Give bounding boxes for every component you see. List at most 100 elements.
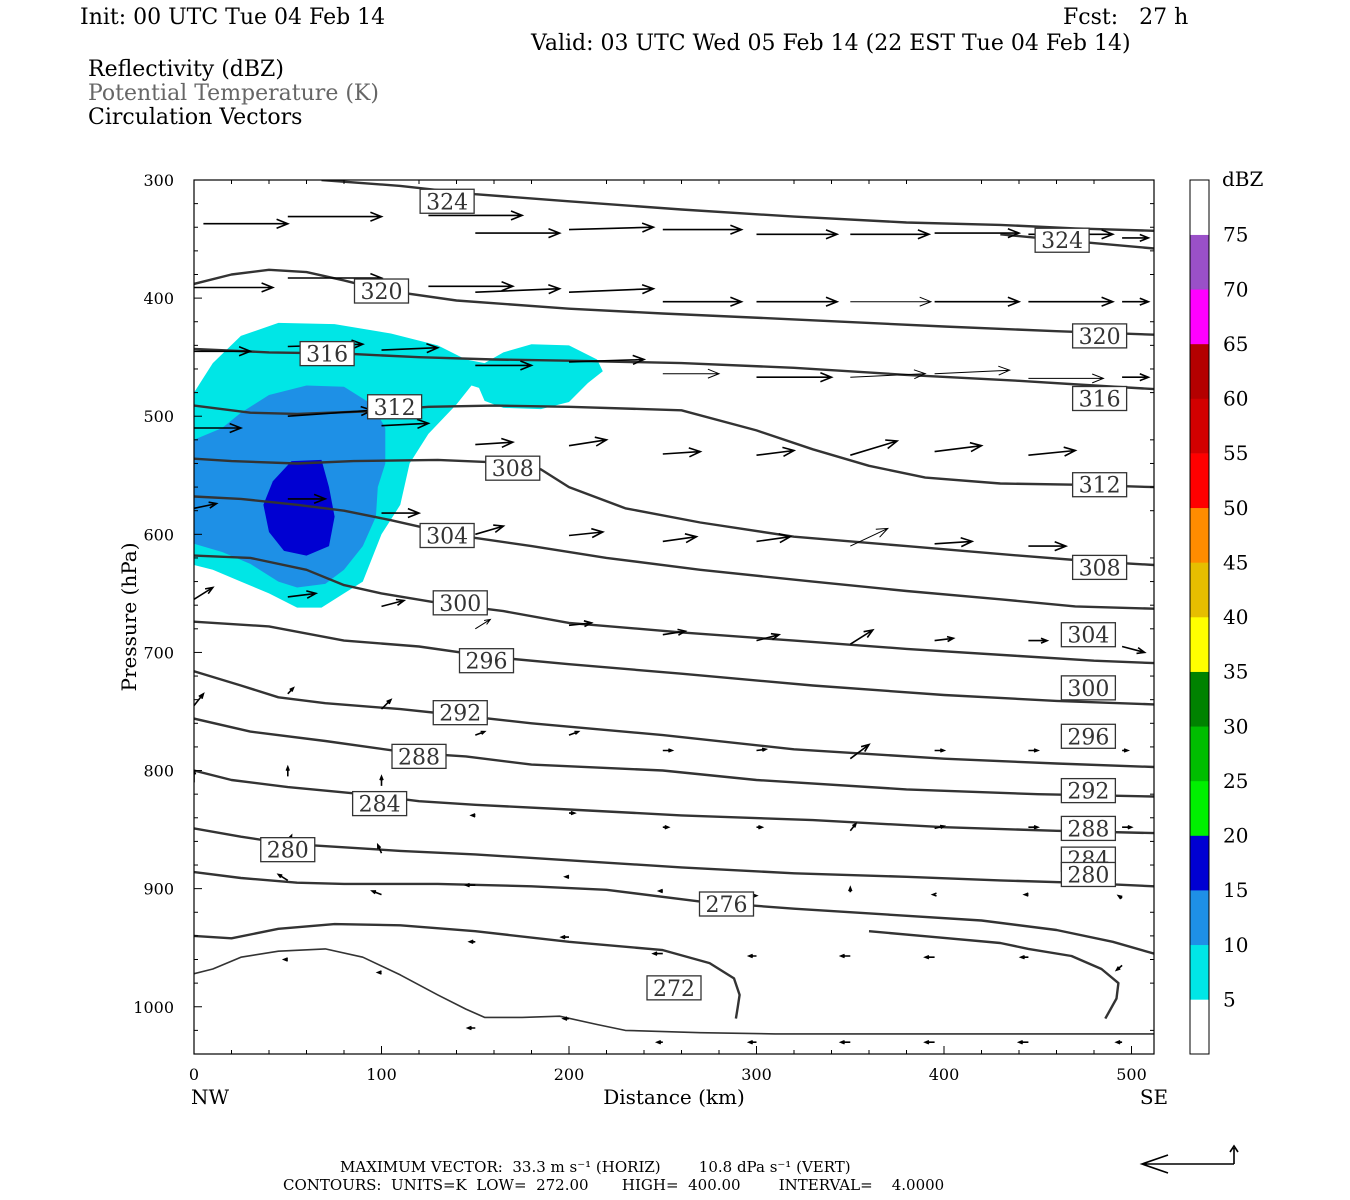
circulation-vector [651, 951, 663, 956]
forecast-hour: Fcst: 27 h [1063, 5, 1189, 30]
circulation-vector [469, 813, 476, 818]
circulation-vector [934, 824, 947, 830]
circulation-vector [849, 628, 875, 645]
y-tick-label: 900 [143, 880, 174, 899]
contour-label-box [646, 975, 702, 1001]
colorbar-tick-label: 45 [1223, 550, 1248, 574]
circulation-vector [563, 874, 570, 880]
circulation-vector [568, 354, 647, 366]
circulation-vector [194, 282, 275, 293]
contour-label-box [351, 790, 408, 817]
reflectivity-15dbz-area [263, 459, 335, 556]
circulation-vector [838, 953, 851, 959]
circulation-vector [1016, 1039, 1029, 1045]
colorbar-tick-label: 40 [1223, 605, 1248, 629]
circulation-vector [850, 229, 932, 240]
circulation-vector [1122, 297, 1151, 306]
colorbar-tick-label: 55 [1223, 441, 1248, 465]
colorbar-segment-30 [1190, 671, 1209, 727]
theta-contour-300 [194, 554, 1154, 665]
circulation-vector [203, 218, 290, 229]
contour-label: 276 [706, 893, 748, 918]
circulation-vector [662, 824, 671, 830]
colorbar-segment-10 [1190, 890, 1209, 946]
colorbar-tick-label: 50 [1223, 496, 1248, 520]
contour-label: 312 [1079, 474, 1121, 499]
circulation-vector [662, 628, 688, 636]
circulation-vector [1022, 892, 1029, 897]
y-tick-label: 800 [143, 762, 174, 781]
x-end-label-right: SE [1140, 1085, 1168, 1109]
plot-frame [193, 179, 1155, 1055]
y-tick-label: 700 [143, 643, 174, 662]
colorbar-segment-45 [1190, 507, 1209, 563]
circulation-vector [568, 730, 581, 736]
colorbar-tick-label: 15 [1223, 878, 1248, 902]
contour-label: 284 [359, 793, 401, 818]
contour-label: 292 [439, 702, 481, 727]
x-tick-label: 200 [554, 1065, 585, 1084]
circulation-vector [194, 501, 219, 510]
circulation-vector [370, 890, 382, 896]
circulation-vector [287, 686, 295, 695]
circulation-vector [662, 296, 744, 307]
contour-label: 324 [1041, 229, 1083, 254]
circulation-vector [375, 970, 382, 975]
circulation-vector [194, 346, 253, 357]
circulation-vector [1122, 824, 1134, 830]
x-tick-label: 100 [366, 1065, 397, 1084]
contour-label: 288 [398, 745, 440, 770]
contour-label: 312 [374, 396, 416, 421]
contour-label-box [432, 700, 488, 726]
x-tick-label: 0 [189, 1065, 199, 1084]
colorbar-tick-label: 75 [1223, 223, 1248, 247]
circulation-vector [934, 227, 1022, 239]
contour-label: 316 [1079, 388, 1121, 413]
x-tick-label: 300 [741, 1065, 772, 1084]
circulation-vector [1028, 748, 1041, 753]
circulation-vector [1028, 446, 1078, 457]
contour-label: 320 [1079, 325, 1121, 350]
contour-label: 324 [426, 190, 468, 215]
contour-label: 304 [1067, 624, 1109, 649]
colorbar-segment-5 [1190, 944, 1209, 1000]
contour-label-box [1060, 723, 1117, 749]
circulation-vector [428, 281, 515, 292]
circulation-vector [756, 533, 793, 544]
field-potential-temperature: Potential Temperature (K) [88, 81, 379, 106]
circulation-vector [379, 774, 384, 786]
contour-label-box [432, 590, 488, 616]
colorbar-frame [1189, 179, 1210, 1055]
contour-label-box [1071, 472, 1128, 498]
circulation-vector [934, 536, 975, 548]
colorbar-tick-label: 5 [1223, 987, 1236, 1011]
contour-label: 296 [1067, 725, 1109, 750]
colorbar-segment-0 [1190, 999, 1209, 1055]
circulation-vector [662, 368, 721, 379]
colorbar-segment-60 [1190, 343, 1209, 399]
circulation-vector [467, 939, 476, 945]
circulation-vector [746, 1039, 757, 1045]
circulation-vector [381, 342, 440, 354]
contour-label: 300 [1067, 677, 1109, 702]
circulation-vector [568, 527, 605, 539]
y-tick-label: 500 [143, 407, 174, 426]
circulation-vector [934, 748, 947, 753]
colorbar-tick-label: 65 [1223, 332, 1248, 356]
contour-label: 288 [1067, 817, 1109, 842]
circulation-vector [1114, 964, 1123, 972]
circulation-vector [934, 296, 1022, 307]
circulation-vector [475, 283, 562, 295]
circulation-vector [662, 748, 675, 753]
colorbar-tick-label: 35 [1223, 660, 1248, 684]
circulation-vector [756, 372, 834, 383]
circulation-vector [850, 369, 927, 380]
contour-label: 296 [466, 650, 508, 675]
contour-label: 320 [361, 280, 403, 305]
contour-label-box [260, 837, 316, 863]
circulation-vector [934, 635, 956, 643]
circulation-vector [662, 533, 699, 544]
circulation-vector [475, 227, 562, 239]
circulation-vector [662, 224, 744, 235]
